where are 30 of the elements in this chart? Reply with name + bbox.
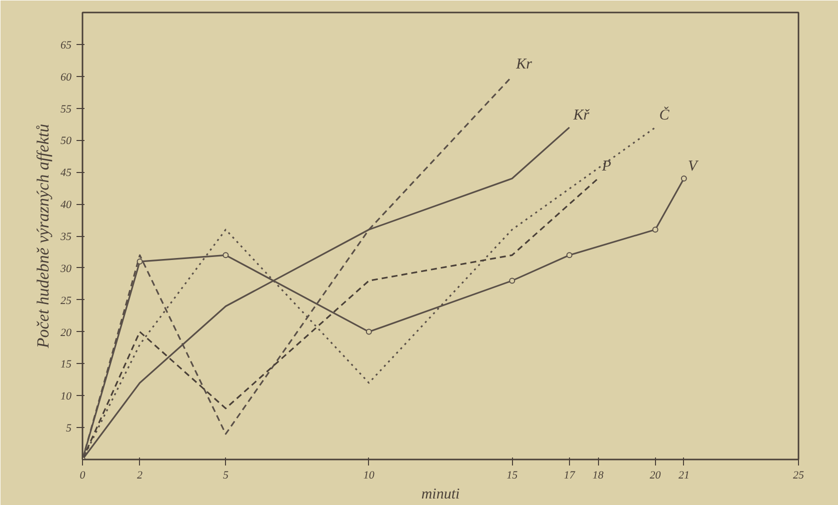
x-axis-title: minuti [421, 486, 460, 502]
x-tick-label: 20 [650, 470, 662, 482]
y-tick-label: 20 [60, 326, 72, 339]
y-axis-title: Počet hudebně výrazných affektů [34, 124, 52, 350]
y-tick-label: 45 [60, 167, 72, 180]
x-tick-label: 0 [80, 470, 86, 482]
x-tick-label: 17 [564, 470, 576, 482]
x-tick-label: 21 [678, 470, 690, 482]
series-label: Č [659, 106, 670, 124]
y-tick-label: 25 [60, 294, 72, 307]
y-tick-label: 5 [66, 422, 72, 435]
x-tick-label: 2 [137, 470, 144, 482]
series-label: P [601, 158, 612, 175]
series-label: Kř [572, 107, 590, 124]
y-tick-label: 40 [60, 199, 72, 212]
y-tick-label: 10 [60, 390, 72, 403]
series-label: Kr [515, 56, 532, 72]
y-tick-label: 35 [60, 231, 72, 243]
y-tick-label: 50 [60, 135, 72, 148]
y-tick-label: 15 [60, 358, 72, 371]
x-tick-label: 18 [592, 470, 604, 482]
y-tick-label: 65 [60, 39, 72, 52]
x-tick-label: 5 [222, 470, 229, 482]
x-tick-label: 25 [793, 470, 804, 482]
y-tick-label: 30 [60, 262, 72, 275]
series-label: V [688, 158, 699, 175]
x-tick-label: 15 [506, 470, 518, 482]
y-tick-label: 55 [60, 103, 72, 116]
x-tick-label: 10 [363, 470, 375, 482]
y-tick-label: 60 [60, 71, 72, 84]
